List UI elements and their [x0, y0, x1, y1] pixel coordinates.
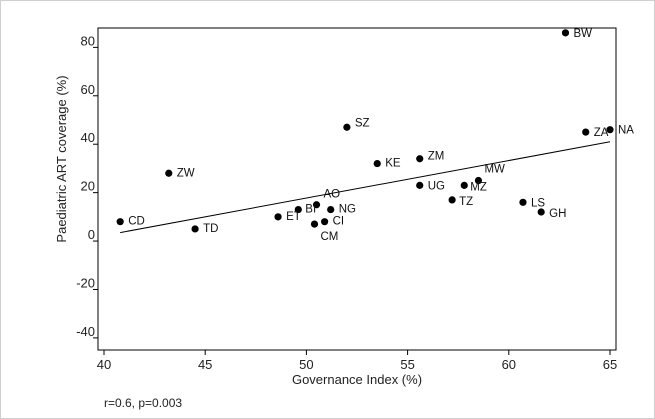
point-label: ZA — [594, 127, 609, 139]
point-label: CI — [333, 216, 345, 228]
fit-line — [120, 141, 611, 234]
x-tick-label: 40 — [97, 357, 111, 372]
data-point — [274, 213, 282, 221]
y-tick-label: 0 — [88, 227, 95, 242]
y-tick-label: -20 — [76, 275, 95, 290]
data-points: BW NA ZA SZ ZM KE ZW MW MZ UG TZ LS GH AO BI NG ET CI CM CD… — [116, 28, 634, 243]
point-label: MZ — [470, 181, 487, 193]
data-point — [460, 181, 468, 189]
y-tick-label: 20 — [81, 179, 95, 194]
point-label: BW — [573, 28, 592, 40]
data-point — [343, 123, 351, 131]
data-point — [537, 208, 545, 216]
point-label: NG — [339, 204, 356, 216]
data-point — [165, 169, 173, 177]
data-point — [561, 29, 570, 37]
fit-line-group — [120, 141, 611, 234]
data-point — [373, 159, 381, 168]
x-tick-label: 50 — [299, 357, 313, 372]
data-point — [191, 225, 199, 233]
point-label: MW — [484, 164, 505, 176]
point-label: UG — [428, 180, 445, 192]
data-point — [321, 218, 329, 226]
point-label: ZM — [428, 151, 445, 163]
point-label: SZ — [355, 117, 370, 129]
point-label: AO — [324, 189, 341, 201]
point-label: TD — [203, 223, 218, 235]
data-point — [327, 205, 335, 214]
x-tick-label: 55 — [400, 357, 414, 372]
y-axis-title: Paediatric ART coverage (%) — [54, 75, 69, 242]
data-point — [519, 198, 527, 206]
point-label: CD — [128, 216, 145, 228]
data-point — [448, 196, 456, 204]
point-label: BI — [305, 204, 316, 216]
data-point — [116, 218, 124, 226]
y-tick-label: 40 — [81, 130, 95, 145]
axes: 40 45 50 55 60 65 -40 -20 0 20 40 60 80 — [76, 27, 617, 372]
data-point — [312, 201, 321, 209]
correlation-annotation: r=0.6, p=0.003 — [104, 396, 183, 410]
point-label: LS — [531, 197, 545, 209]
data-point — [294, 205, 302, 214]
x-tick-label: 65 — [603, 357, 617, 372]
data-point — [474, 176, 483, 185]
point-label: TZ — [459, 196, 473, 208]
data-point — [606, 126, 614, 134]
x-axis-title: Governance Index (%) — [292, 372, 422, 387]
data-point — [416, 155, 424, 163]
y-tick-label: 80 — [81, 33, 95, 48]
y-tick-label: -40 — [76, 324, 95, 339]
x-tick-label: 60 — [502, 357, 516, 372]
point-label: NA — [618, 125, 634, 137]
point-label: CM — [320, 231, 338, 243]
y-tick-label: 60 — [81, 82, 95, 97]
point-label: GH — [549, 208, 566, 220]
data-point — [416, 181, 424, 189]
plot-border — [97, 27, 617, 351]
x-tick-label: 45 — [198, 357, 212, 372]
point-label: KE — [385, 158, 401, 170]
point-label: ZW — [177, 167, 195, 179]
data-point — [310, 220, 319, 228]
point-label: ET — [286, 211, 301, 223]
data-point — [582, 128, 590, 136]
